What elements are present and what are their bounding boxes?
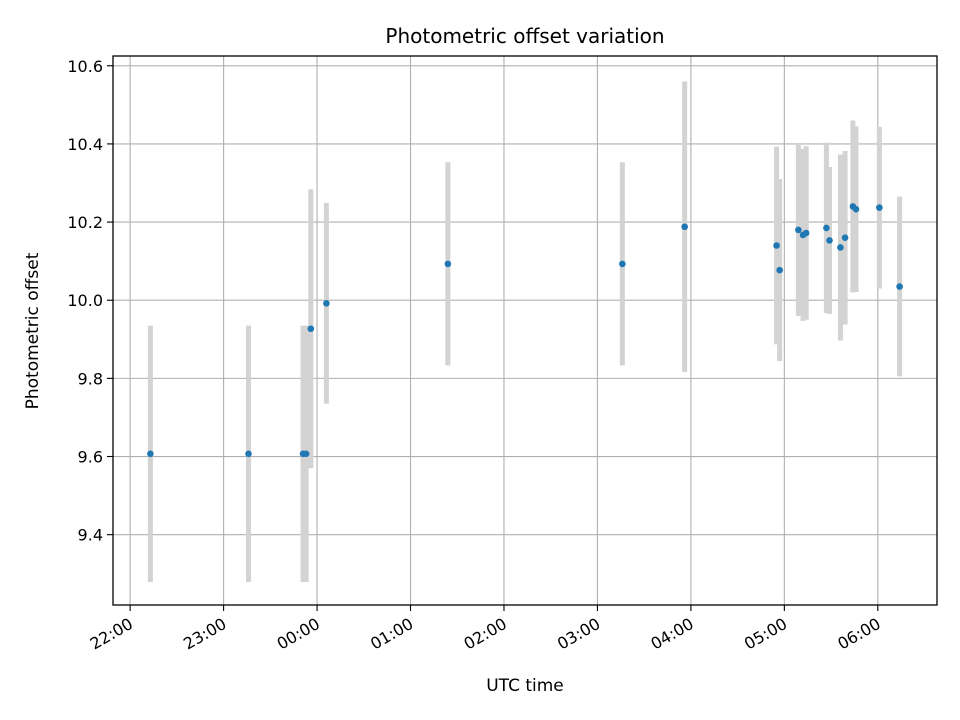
- y-axis-label: Photometric offset: [23, 252, 43, 409]
- data-point: [681, 223, 688, 231]
- data-point: [323, 300, 330, 307]
- x-tick-label: 01:00: [367, 614, 416, 654]
- data-point: [444, 260, 452, 268]
- data-point: [795, 226, 802, 234]
- y-tick-label: 10.4: [67, 135, 103, 154]
- grid: [113, 56, 937, 605]
- data-point: [776, 266, 783, 274]
- y-tick-label: 9.4: [78, 526, 103, 545]
- y-tick-label: 10.6: [67, 57, 103, 76]
- data-point: [826, 237, 833, 244]
- y-tick-label: 9.6: [78, 448, 103, 467]
- data-point: [876, 204, 883, 211]
- x-axis-label: UTC time: [486, 676, 564, 696]
- plot-frame: [112, 55, 938, 606]
- data-point: [823, 224, 830, 232]
- x-tick-label: 00:00: [274, 614, 323, 654]
- x-tick-label: 03:00: [554, 614, 603, 654]
- data-point: [245, 450, 252, 458]
- data-point: [802, 229, 810, 237]
- data-point: [619, 260, 626, 268]
- x-tick-label: 02:00: [461, 614, 510, 654]
- data-point: [837, 244, 844, 251]
- x-tick-label: 04:00: [647, 614, 696, 654]
- data-point: [302, 450, 310, 458]
- data-point: [841, 234, 849, 241]
- chart-title: Photometric offset variation: [385, 24, 664, 48]
- data-point: [147, 450, 154, 458]
- x-tick-label: 23:00: [180, 614, 229, 654]
- data-point: [896, 283, 903, 290]
- y-tick-label: 10.0: [67, 291, 103, 310]
- y-axis-ticks: 9.4 9.6 9.8 10.0 10.2 10.4 10.6: [67, 57, 113, 545]
- x-tick-label: 05:00: [741, 614, 790, 654]
- y-tick-label: 9.8: [78, 369, 103, 388]
- y-tick-label: 10.2: [67, 213, 103, 232]
- data-points: [147, 203, 903, 458]
- error-bars: [147, 81, 903, 582]
- data-point: [773, 242, 780, 249]
- x-tick-label: 06:00: [834, 614, 883, 654]
- data-point: [852, 205, 860, 213]
- data-point: [307, 325, 315, 333]
- x-axis-ticks: 22:00 23:00 00:00 01:00 02:00 03:00 04:00 05:00…: [87, 605, 884, 654]
- x-tick-label: 22:00: [87, 614, 136, 654]
